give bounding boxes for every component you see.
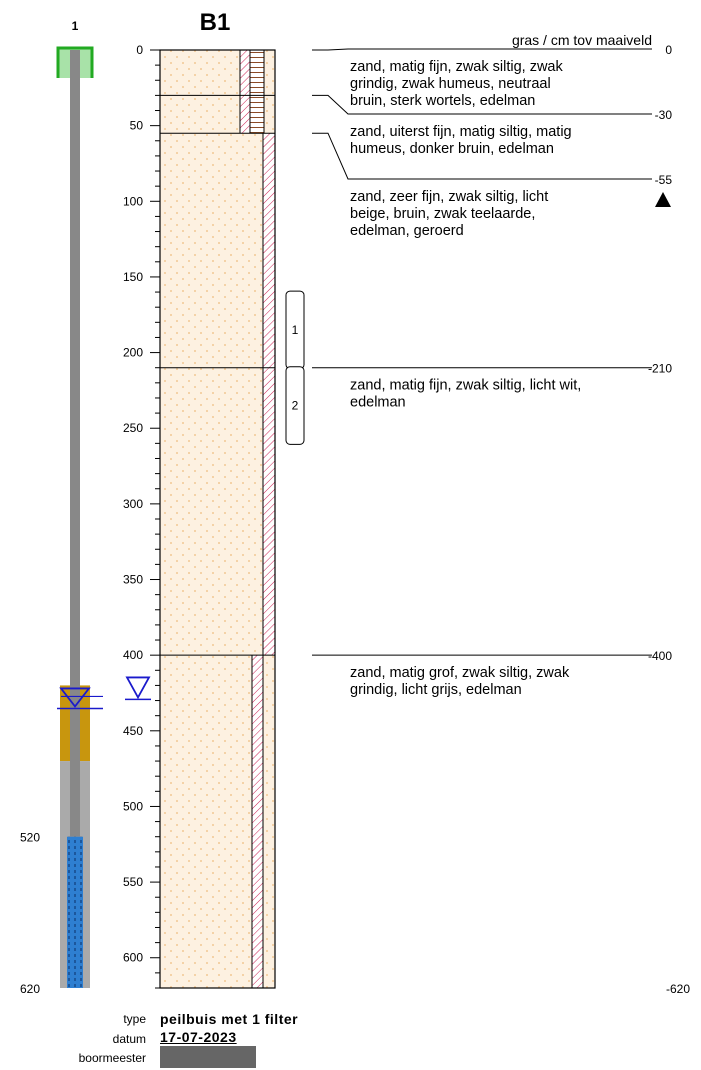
layer-humus-fill <box>250 95 264 134</box>
layer-description: zand, zeer fijn, zwak siltig, licht <box>350 189 548 205</box>
layer-leader-line <box>312 94 652 115</box>
sample-markers: 12 <box>285 290 305 445</box>
depth-tick-label: 500 <box>123 799 143 813</box>
layer-silt-hatch <box>263 133 275 368</box>
well-cap-icon <box>56 46 94 78</box>
layer-silt-hatch <box>263 367 275 656</box>
layer-description: grindig, zwak humeus, neutraal <box>350 76 551 92</box>
depth-tick-label: 100 <box>123 194 143 208</box>
depth-tick-label: 450 <box>123 724 143 738</box>
datum-value: 17-07-2023 <box>160 1029 237 1045</box>
sample-box <box>285 366 305 445</box>
layer-depth-label: -30 <box>655 108 673 122</box>
surface-label: gras / cm tov maaiveld <box>512 32 652 48</box>
piezometer: 520 620 <box>20 46 94 996</box>
depth-tick-label: 350 <box>123 573 143 587</box>
sample-label: 2 <box>292 399 299 413</box>
piezometer-number: 1 <box>72 19 79 33</box>
layer-humus-fill <box>250 50 264 96</box>
groundwater-triangle-icon <box>125 676 151 700</box>
type-value: peilbuis met 1 filter <box>160 1011 299 1027</box>
layer-description: edelman, geroerd <box>350 223 464 239</box>
layer-description: edelman <box>350 395 406 411</box>
depth-axis: 0 50 100 150 200 250 300 350 400 450 500 550 600 <box>123 43 161 989</box>
depth-tick-label: 250 <box>123 421 143 435</box>
boring-title: B1 <box>200 9 231 36</box>
boring-metadata: type peilbuis met 1 filter datum 17-07-2… <box>0 1010 701 1070</box>
depth-tick-label: 300 <box>123 497 143 511</box>
well-tube-top <box>70 50 80 80</box>
layer-sand-fill <box>160 367 275 656</box>
depth-tick-label: 400 <box>123 648 143 662</box>
layer-depth-label: -55 <box>655 173 673 187</box>
layer-description: zand, matig fijn, zwak siltig, zwak <box>350 59 563 75</box>
triangle-marker-icon <box>655 192 671 207</box>
column-border <box>159 49 276 989</box>
filter-top-label: 520 <box>20 831 40 845</box>
depth-tick-label: 0 <box>136 43 143 57</box>
layer-sand-fill <box>160 133 275 368</box>
sample-label: 1 <box>292 323 299 337</box>
layer-description: humeus, donker bruin, edelman <box>350 141 554 157</box>
layer-leader-line <box>312 48 652 51</box>
well-tube <box>70 50 80 837</box>
layer-depth-label: 0 <box>665 43 672 57</box>
layer-description: zand, matig fijn, zwak siltig, licht wit… <box>350 378 581 394</box>
well-filter <box>67 836 83 988</box>
datum-label: datum <box>112 1032 146 1046</box>
layer-description: beige, bruin, zwak teelaarde, <box>350 206 535 222</box>
layer-description: zand, matig grof, zwak siltig, zwak <box>350 665 570 681</box>
depth-tick-label: 600 <box>123 951 143 965</box>
depth-tick-label: 50 <box>130 119 144 133</box>
filter-bottom-label: 620 <box>20 982 40 996</box>
lithology-column <box>159 49 276 989</box>
layer-description: zand, uiterst fijn, matig siltig, matig <box>350 124 572 140</box>
type-label: type <box>123 1012 146 1026</box>
depth-tick-label: 550 <box>123 875 143 889</box>
groundwater-triangle-icon <box>59 687 91 708</box>
bottom-depth-label: -620 <box>666 982 690 996</box>
layer-silt-hatch <box>240 95 250 134</box>
layer-silt-hatch <box>252 655 263 988</box>
layer-leader-line <box>312 132 652 180</box>
layer-description: grindig, licht grijs, edelman <box>350 682 522 698</box>
borehole-log: 1 520 620 B1 0 50 100 150 200 250 300 350 400 450 5… <box>20 9 690 996</box>
depth-tick-label: 150 <box>123 270 143 284</box>
boormeester-bar <box>160 1046 256 1068</box>
layer-description: bruin, sterk wortels, edelman <box>350 93 535 109</box>
layer-silt-hatch <box>240 50 250 96</box>
layer-depth-label: -400 <box>648 649 672 663</box>
layer-depth-label: -210 <box>648 362 672 376</box>
depth-tick-label: 200 <box>123 346 143 360</box>
groundwater-markers <box>57 676 151 710</box>
boormeester-label: boormeester <box>78 1051 146 1065</box>
